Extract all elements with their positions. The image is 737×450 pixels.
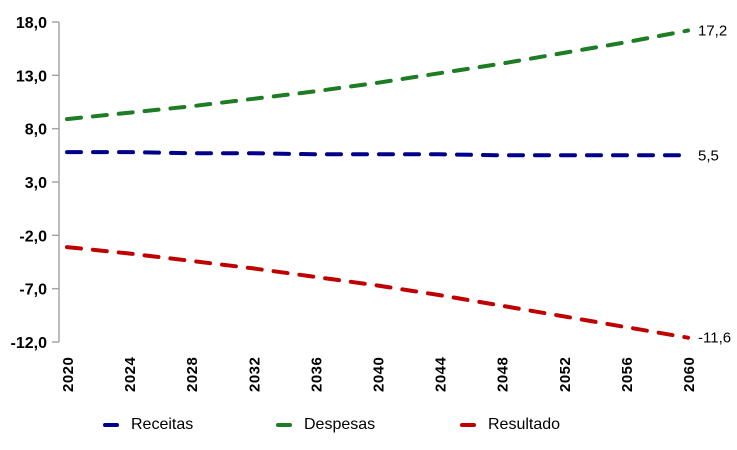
receitas-dash-icon: [103, 423, 119, 427]
end-label-despesas: 17,2: [698, 23, 727, 40]
y-tick-label: -12,0: [11, 335, 48, 352]
end-label-resultado: -11,6: [698, 330, 731, 347]
x-tick-label: 2020: [60, 357, 77, 392]
despesas-dash-icon: [276, 423, 292, 427]
series-line-receitas: [65, 150, 690, 158]
x-tick-label: 2052: [557, 357, 574, 392]
y-tick-label: 18,0: [16, 15, 47, 32]
x-tick-label: 2056: [619, 357, 636, 392]
y-tick-label: -7,0: [19, 282, 47, 299]
x-tick-label: 2044: [433, 356, 450, 392]
legend-item-resultado: Resultado: [460, 410, 560, 440]
resultado-dash-icon: [460, 423, 476, 427]
x-tick-label: 2024: [122, 356, 139, 392]
legend-label-receitas: Receitas: [131, 416, 194, 433]
series-line-despesas: [65, 28, 690, 122]
y-tick-label: 13,0: [16, 68, 47, 85]
chart-legend: Receitas Despesas Resultado: [0, 410, 737, 444]
y-tick-label: -2,0: [19, 228, 47, 245]
end-label-receitas: 5,5: [698, 147, 719, 164]
legend-label-despesas: Despesas: [304, 416, 376, 433]
x-tick-label: 2040: [371, 357, 388, 392]
legend-label-resultado: Resultado: [488, 416, 561, 433]
y-tick-label: 8,0: [25, 122, 47, 139]
x-tick-label: 2060: [681, 357, 698, 392]
x-tick-label: 2036: [308, 357, 325, 392]
y-tick-label: 3,0: [25, 175, 47, 192]
legend-item-despesas: Despesas: [276, 410, 375, 440]
series-line-resultado: [65, 245, 690, 340]
x-tick-label: 2032: [246, 357, 263, 392]
x-tick-label: 2048: [495, 357, 512, 392]
x-tick-label: 2028: [184, 357, 201, 392]
legend-item-receitas: Receitas: [103, 410, 193, 440]
chart-canvas: 18,0 13,0 8,0 3,0 -2,0 -7,0 -12,0 2020 2024 2028 2…: [11, 15, 732, 392]
